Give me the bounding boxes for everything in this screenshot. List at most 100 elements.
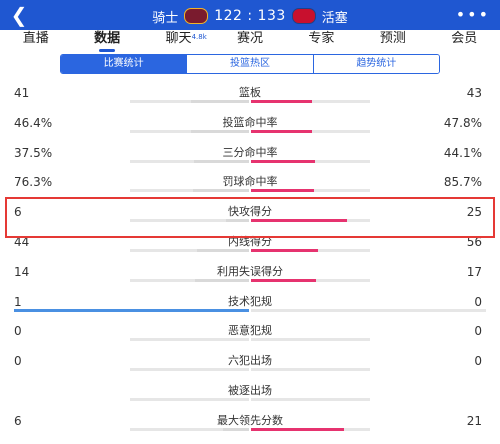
away-stat-bar-track xyxy=(251,130,370,133)
stat-label: 投篮命中率 xyxy=(222,116,278,129)
stat-row: 被逐出场 xyxy=(0,384,500,414)
stat-row: 37.5% 三分命中率 44.1% xyxy=(0,146,500,176)
away-stat-bar-track xyxy=(251,100,370,103)
segment-game-stats[interactable]: 比赛统计 xyxy=(61,55,187,73)
away-stat-bar-track xyxy=(251,398,370,401)
stat-row: 6 快攻得分 25 xyxy=(0,205,500,235)
away-stat-bar xyxy=(251,100,312,103)
segment-shot-chart[interactable]: 投篮热区 xyxy=(186,55,313,73)
away-stat-value: 56 xyxy=(466,235,482,249)
stat-row: 0 恶意犯规 0 xyxy=(0,324,500,354)
away-stat-bar-track xyxy=(251,309,486,312)
away-team-name: 活塞 xyxy=(321,10,348,26)
stat-label: 利用失误得分 xyxy=(217,265,283,278)
away-stat-value: 0 xyxy=(474,324,482,338)
header-bar: ❮ 骑士 122 : 133 活塞 ••• xyxy=(0,0,500,30)
home-stat-bar-track xyxy=(130,130,249,133)
scoreboard: 骑士 122 : 133 活塞 xyxy=(125,6,375,26)
away-stat-bar-track xyxy=(251,428,370,431)
home-stat-bar-track xyxy=(130,338,249,341)
stat-row: 41 篮板 43 xyxy=(0,86,500,116)
away-stat-bar xyxy=(251,160,316,163)
home-stat-bar xyxy=(226,219,249,222)
away-stat-bar-track xyxy=(251,189,370,192)
home-stat-bar-track xyxy=(130,189,249,192)
away-stat-bar xyxy=(251,130,312,133)
home-stat-bar-track xyxy=(14,309,249,312)
away-stat-bar-track xyxy=(251,279,370,282)
home-stat-value: 14 xyxy=(14,265,30,279)
stat-label: 六犯出场 xyxy=(228,354,272,367)
stat-label: 内线得分 xyxy=(228,235,272,248)
home-stat-value: 44 xyxy=(14,235,30,249)
home-stat-value: 41 xyxy=(14,86,30,100)
away-stat-value: 21 xyxy=(466,414,482,428)
tab-experts[interactable]: 专家 xyxy=(286,30,357,52)
stat-label: 三分命中率 xyxy=(222,146,278,159)
away-stat-bar xyxy=(251,279,317,282)
tab-label: 数据 xyxy=(94,31,121,46)
away-stat-bar-track xyxy=(251,249,370,252)
tab-prediction[interactable]: 预测 xyxy=(357,30,428,52)
home-stat-bar xyxy=(194,160,249,163)
tab-label: 会员 xyxy=(451,31,478,46)
away-stat-bar-track xyxy=(251,219,370,222)
away-stat-bar-track xyxy=(251,160,370,163)
away-stat-value: 43 xyxy=(466,86,482,100)
tab-live[interactable]: 直播 xyxy=(0,30,71,52)
away-stat-bar xyxy=(251,219,348,222)
stat-label: 技术犯规 xyxy=(228,295,272,308)
chat-count-badge: 4.8k xyxy=(191,33,207,41)
home-stat-bar xyxy=(222,428,249,431)
away-stat-bar xyxy=(251,249,318,252)
tab-chat[interactable]: 聊天 4.8k xyxy=(143,30,214,52)
home-stat-value: 46.4% xyxy=(14,116,53,130)
home-stat-bar xyxy=(196,249,249,252)
away-stat-bar xyxy=(251,189,315,192)
tab-label: 预测 xyxy=(379,31,406,46)
home-stat-bar-track xyxy=(130,249,249,252)
away-stat-value: 25 xyxy=(466,205,482,219)
away-stat-bar-track xyxy=(251,368,370,371)
stat-label: 篮板 xyxy=(239,86,261,99)
home-stat-bar-track xyxy=(130,398,249,401)
stat-row: 1 技术犯规 0 xyxy=(0,295,500,325)
home-stat-bar-track xyxy=(130,100,249,103)
home-stat-bar-track xyxy=(130,428,249,431)
home-stat-bar xyxy=(190,130,249,133)
away-stat-value: 0 xyxy=(474,295,482,309)
home-stat-value: 37.5% xyxy=(14,146,53,160)
home-stat-bar xyxy=(193,189,249,192)
stat-label: 最大领先分数 xyxy=(217,414,283,427)
home-stat-bar xyxy=(195,279,249,282)
stat-row: 6 最大领先分数 21 xyxy=(0,414,500,444)
stat-label: 快攻得分 xyxy=(228,205,272,218)
tab-data[interactable]: 数据 xyxy=(71,30,142,52)
stat-row: 46.4% 投篮命中率 47.8% xyxy=(0,116,500,146)
stat-label: 被逐出场 xyxy=(228,384,272,397)
home-team-name: 骑士 xyxy=(152,10,179,26)
home-stat-bar xyxy=(190,100,249,103)
stat-row: 76.3% 罚球命中率 85.7% xyxy=(0,175,500,205)
tab-label: 专家 xyxy=(308,31,335,46)
home-stat-bar xyxy=(14,309,249,312)
stat-row: 44 内线得分 56 xyxy=(0,235,500,265)
away-stat-bar xyxy=(251,428,344,431)
tab-membership[interactable]: 会员 xyxy=(429,30,500,52)
chevron-left-icon[interactable]: ❮ xyxy=(10,3,28,27)
tab-label: 聊天 xyxy=(165,31,192,46)
tab-label: 赛况 xyxy=(236,31,263,46)
segment-trend-stats[interactable]: 趋势统计 xyxy=(312,55,439,73)
home-stat-bar-track xyxy=(130,160,249,163)
home-stat-bar-track xyxy=(130,279,249,282)
more-dots-icon[interactable]: ••• xyxy=(455,5,490,24)
stats-segmented-control: 比赛统计 投篮热区 趋势统计 xyxy=(60,54,440,74)
away-stat-bar-track xyxy=(251,338,370,341)
home-stat-value: 0 xyxy=(14,354,22,368)
home-stat-value: 0 xyxy=(14,324,22,338)
away-stat-value: 85.7% xyxy=(443,175,482,189)
tab-game-report[interactable]: 赛况 xyxy=(214,30,285,52)
match-score: 122 : 133 xyxy=(214,8,286,24)
away-stat-value: 44.1% xyxy=(443,146,482,160)
away-stat-value: 47.8% xyxy=(443,116,482,130)
